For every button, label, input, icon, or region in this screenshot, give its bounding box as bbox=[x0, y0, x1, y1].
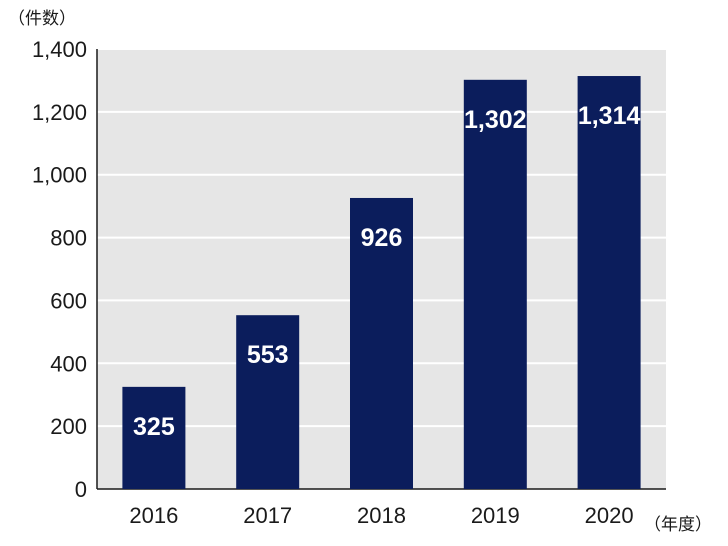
bar bbox=[236, 315, 300, 489]
x-axis-ticks: 2016 2017 2018 2019 2020 bbox=[129, 503, 633, 528]
bar-value-labels: 325 553 926 1,302 1,314 bbox=[133, 102, 640, 441]
y-tick-label: 1,400 bbox=[32, 37, 87, 62]
y-tick-label: 0 bbox=[75, 477, 87, 502]
y-tick-label: 600 bbox=[50, 288, 87, 313]
bar-value-label: 1,314 bbox=[578, 102, 641, 130]
bar bbox=[122, 386, 186, 489]
y-axis-ticks: 0 200 400 600 800 1,000 1,200 1,400 bbox=[32, 37, 87, 502]
bar-value-label: 325 bbox=[133, 413, 175, 441]
y-tick-label: 200 bbox=[50, 414, 87, 439]
y-axis-unit-label: （件数） bbox=[8, 9, 76, 29]
bar bbox=[577, 76, 641, 490]
x-axis-unit-label: （年度） bbox=[644, 515, 712, 535]
x-tick-label: 2017 bbox=[243, 503, 292, 528]
y-tick-label: 1,000 bbox=[32, 163, 87, 188]
x-tick-label: 2020 bbox=[585, 503, 634, 528]
x-tick-label: 2016 bbox=[129, 503, 178, 528]
bar-value-label: 553 bbox=[247, 341, 289, 369]
y-tick-label: 400 bbox=[50, 351, 87, 376]
bars bbox=[122, 76, 641, 490]
bar bbox=[350, 197, 413, 489]
bar bbox=[463, 79, 527, 490]
bar-value-label: 926 bbox=[361, 224, 403, 252]
y-tick-label: 1,200 bbox=[32, 100, 87, 125]
y-tick-label: 800 bbox=[50, 226, 87, 251]
x-tick-label: 2019 bbox=[471, 503, 520, 528]
x-tick-label: 2018 bbox=[357, 503, 406, 528]
bar-value-label: 1,302 bbox=[464, 106, 527, 134]
